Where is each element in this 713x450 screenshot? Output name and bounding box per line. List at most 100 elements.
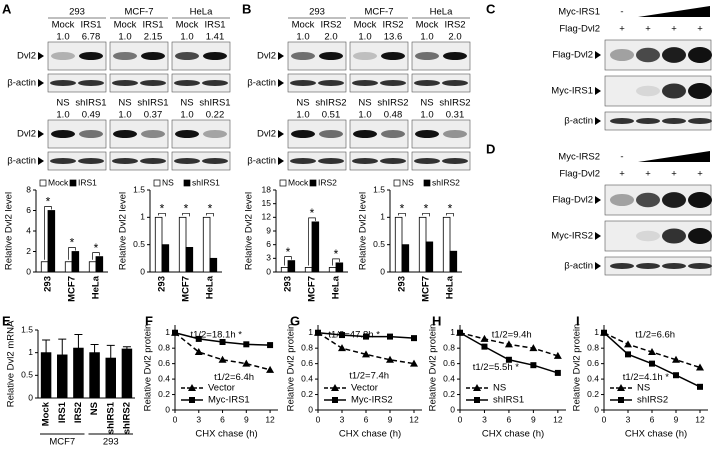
y-tick-label: 0.4 (443, 373, 455, 383)
y-tick-label: 0.8 (301, 342, 313, 352)
x-tick-label: MCF7 (181, 276, 192, 302)
marker (172, 329, 178, 336)
bracket (92, 252, 100, 260)
band (353, 52, 377, 60)
panel-label: G (290, 313, 300, 328)
marker (673, 372, 679, 379)
y-tick-label: 0 (308, 404, 313, 414)
band (141, 52, 165, 60)
x-tick-label: 12 (695, 414, 705, 424)
band (636, 85, 660, 97)
band (51, 130, 75, 138)
row-label: Dvl2 (17, 129, 36, 140)
panel-label: C (486, 1, 496, 16)
marker (553, 351, 562, 359)
bar (185, 246, 194, 273)
legend-swatch (309, 179, 317, 187)
error-bar (122, 346, 131, 350)
significance-star: * (448, 202, 453, 216)
x-tick-label: 3 (626, 414, 631, 424)
legend-label: Mock (288, 177, 309, 187)
band (318, 158, 344, 164)
significance-star: * (184, 202, 189, 216)
x-tick-label: 0 (173, 414, 178, 424)
row-label: β-actin (7, 156, 36, 167)
legend-label: Vector (208, 383, 235, 394)
x-tick-label: 6 (507, 414, 512, 424)
row-label: Dvl2 (17, 51, 36, 62)
row-arrow (278, 52, 284, 60)
band (415, 52, 439, 60)
y-axis-label: Relative Dvl2 mRNA (6, 320, 17, 407)
lane-label: NS (180, 98, 193, 109)
group-name: 293 (309, 7, 325, 18)
blot-box (171, 73, 231, 93)
x-tick-label: 9 (674, 414, 679, 424)
ratio-label: 1.0 (296, 110, 309, 121)
band (688, 83, 712, 99)
lane-label: Mock (52, 20, 75, 31)
band (319, 130, 343, 138)
x-tick-label: 6 (364, 414, 369, 424)
lane-label: IRS2 (382, 20, 403, 31)
lane-label: NS (118, 98, 131, 109)
marker (473, 384, 481, 391)
legend-label: shIRS2 (432, 177, 460, 187)
ratio-label: 1.0 (420, 110, 433, 121)
y-tick-label: 0 (140, 266, 145, 276)
treatment-label: Flag-Dvl2 (559, 169, 600, 180)
error-bar (58, 338, 67, 355)
x-axis-label: CHX chase (h) (482, 429, 544, 440)
x-tick-label: 0 (458, 414, 463, 424)
ratio-label: 1.0 (180, 32, 193, 43)
series-line (317, 332, 415, 365)
y-tick-label: 0.5 (21, 370, 33, 380)
legend-label: shIRS2 (637, 395, 668, 406)
lane-label: Mock (354, 20, 377, 31)
lane-label: IRS2 (320, 20, 341, 31)
marker (410, 359, 418, 367)
band (636, 118, 660, 124)
band (688, 228, 712, 244)
y-tick-label: 4 (26, 225, 31, 235)
band (112, 158, 138, 164)
ratio-label: 1.0 (420, 32, 433, 43)
band (688, 263, 712, 269)
lane-label: IRS2 (444, 20, 465, 31)
bar (425, 241, 434, 273)
marker (194, 348, 203, 356)
y-tick-label: 0.4 (158, 373, 170, 383)
error-bar (90, 344, 99, 353)
bar (202, 216, 211, 273)
blot-box (411, 151, 471, 171)
y-axis-label: Relative Dvl2 level (244, 192, 255, 270)
bar (57, 354, 68, 399)
marker (672, 355, 680, 363)
group-name: HeLa (190, 7, 213, 18)
lane-label: NS (296, 98, 309, 109)
band (174, 80, 200, 86)
bar (311, 221, 320, 273)
treatment-label: Myc-IRS1 (558, 7, 600, 18)
group-name: 293 (69, 7, 85, 18)
row-arrow (278, 130, 284, 138)
bar (71, 251, 80, 273)
x-tick-label: 6 (220, 414, 225, 424)
x-tick-label: 3 (340, 414, 345, 424)
panel-label: I (576, 313, 580, 328)
y-tick-label: 1 (308, 327, 313, 337)
error-bar (106, 344, 115, 359)
y-tick-label: 3 (266, 253, 271, 263)
blot-box (109, 73, 169, 93)
row-arrow (278, 157, 284, 165)
x-tick-label: HeLa (205, 275, 216, 299)
row-arrow (278, 79, 284, 87)
y-tick-label: 0.8 (158, 342, 170, 352)
y-axis-label: Relative Dvl2 protein (143, 324, 154, 412)
y-tick-label: 12 (262, 212, 272, 222)
bar (40, 352, 52, 399)
row-arrow (38, 130, 44, 138)
bar (73, 347, 84, 399)
marker (362, 350, 370, 358)
